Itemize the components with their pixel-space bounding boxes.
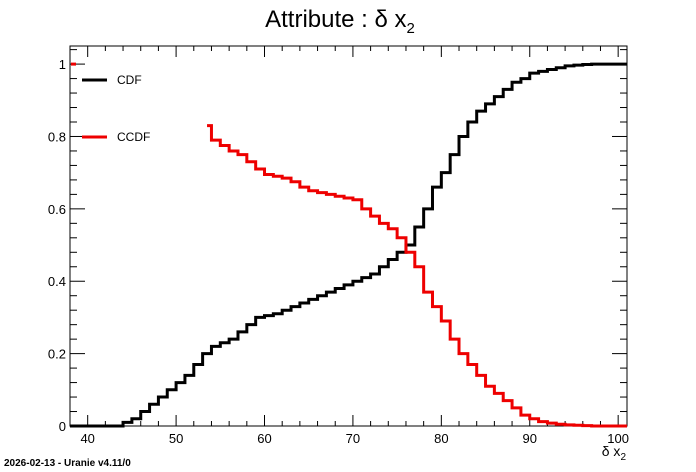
x-tick-label: 100 <box>607 431 629 446</box>
y-tick-label: 1 <box>59 57 66 72</box>
y-tick-label: 0.2 <box>48 347 66 362</box>
x-axis-label-main: δ x <box>602 443 621 459</box>
series-line-ccdf <box>207 124 627 428</box>
y-tick-label: 0.4 <box>48 274 66 289</box>
legend: CDF CCDF <box>71 62 150 144</box>
x-tick-label: 80 <box>434 431 448 446</box>
y-tick-label: 0.8 <box>48 129 66 144</box>
x-tick-label: 90 <box>523 431 537 446</box>
series-layer <box>70 62 627 428</box>
x-axis-label: δ x2 <box>602 443 627 463</box>
footer-label: 2026-02-13 - Uranie v4.11/0 <box>4 458 131 469</box>
chart-title-main: Attribute : δ x <box>265 6 406 33</box>
plot-frame <box>69 45 628 427</box>
plot-area <box>69 45 628 427</box>
chart-title: Attribute : δ x2 <box>265 6 415 37</box>
chart-title-subscript: 2 <box>407 20 415 37</box>
x-axis-label-subscript: 2 <box>620 452 626 463</box>
legend-label-cdf: CDF <box>117 73 142 87</box>
y-tick-label: 0 <box>59 419 66 434</box>
x-tick-label: 40 <box>80 431 94 446</box>
x-tick-label: 70 <box>346 431 360 446</box>
legend-label-ccdf: CCDF <box>117 130 150 144</box>
x-tick-label: 50 <box>169 431 183 446</box>
x-axis: 40 50 60 70 80 90 100 <box>69 46 629 446</box>
x-tick-label: 60 <box>257 431 271 446</box>
y-tick-label: 0.6 <box>48 202 66 217</box>
series-line-cdf <box>70 62 627 428</box>
